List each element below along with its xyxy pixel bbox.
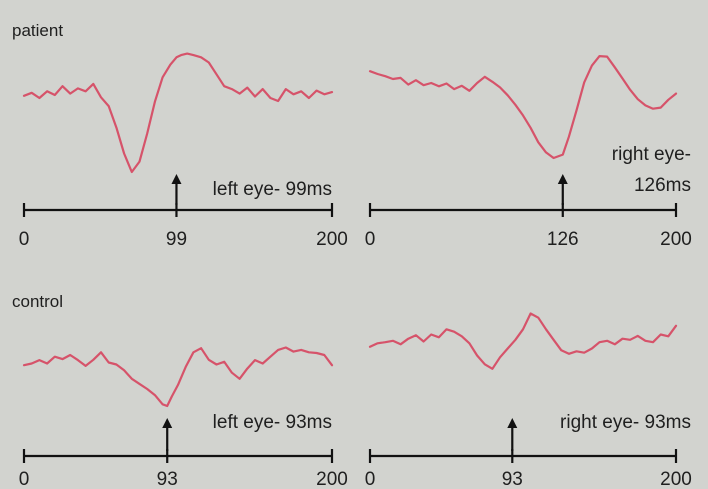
latency-annotation: left eye- 93ms [213, 412, 332, 433]
vep-trace [22, 52, 334, 174]
latency-annotation: 126ms [634, 175, 691, 196]
latency-arrow-head [171, 174, 182, 184]
x-tick-label: 126 [547, 229, 579, 250]
x-tick-label: 0 [365, 229, 376, 250]
group-label: patient [12, 21, 63, 40]
vep-panel-1: patient 0 99 200 left eye- 99ms [12, 21, 348, 250]
vep-trace [22, 346, 334, 408]
vep-trace [368, 312, 678, 370]
x-tick-label: 0 [19, 469, 30, 489]
latency-annotation: right eye- [612, 144, 691, 165]
x-tick-label: 200 [316, 229, 348, 250]
x-tick-label: 200 [660, 469, 692, 489]
x-tick-label: 0 [365, 469, 376, 489]
vep-panel-3: control 0 93 200 left eye- 93ms [12, 292, 348, 489]
x-tick-label: 200 [660, 229, 692, 250]
latency-arrow-head [557, 174, 568, 184]
latency-annotation: right eye- 93ms [560, 412, 691, 433]
group-label: control [12, 292, 63, 311]
latency-arrow-head [507, 418, 518, 428]
latency-annotation: left eye- 99ms [213, 179, 332, 200]
vep-panel-4: 0 93 200 right eye- 93ms [365, 312, 692, 489]
vep-trace [368, 55, 678, 160]
x-tick-label: 200 [316, 469, 348, 489]
x-tick-label: 99 [166, 229, 187, 250]
x-tick-label: 0 [19, 229, 30, 250]
x-tick-label: 93 [157, 469, 178, 489]
x-tick-label: 93 [502, 469, 523, 489]
vep-panel-2: 0 126 200 right eye- 126ms [365, 55, 692, 250]
latency-arrow-head [162, 418, 173, 428]
